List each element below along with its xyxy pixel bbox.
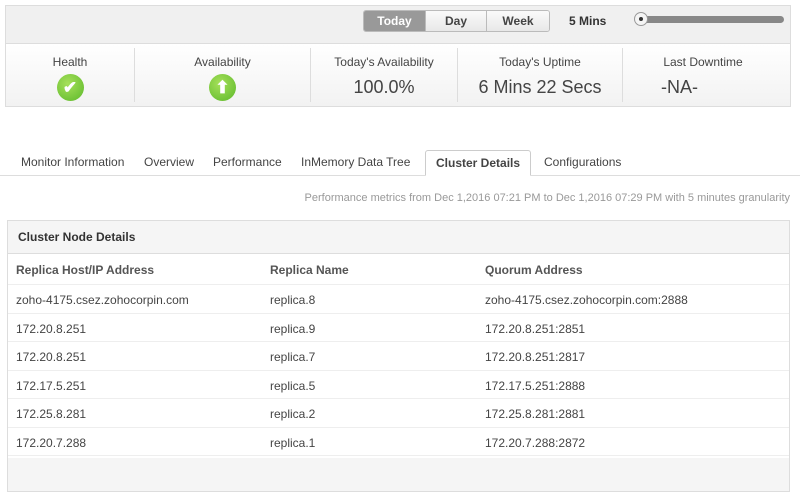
interval-label: 5 Mins	[569, 14, 607, 28]
table-row: 172.20.8.251 replica.9 172.20.8.251:2851	[8, 314, 789, 342]
tab-performance[interactable]: Performance	[213, 155, 282, 169]
table-cell: 172.20.8.251	[16, 321, 87, 336]
column-header: Replica Name	[270, 263, 349, 277]
period-selector: Today Day Week	[363, 10, 550, 32]
today-button[interactable]: Today	[364, 11, 426, 31]
table-cell: 172.20.7.288:2872	[485, 435, 586, 450]
tab-overview[interactable]: Overview	[144, 155, 195, 169]
table-cell: 172.17.5.251:2888	[485, 378, 586, 393]
stat-label: Availability	[194, 55, 251, 69]
column-header: Quorum Address	[485, 263, 583, 277]
summary-bar: Today Day Week 5 Mins Health ✔ Availabil…	[5, 5, 791, 107]
stat-label: Today's Availability	[334, 55, 434, 69]
stat-value: 6 Mins 22 Secs	[478, 77, 602, 97]
table-row: 172.25.8.281 replica.2 172.25.8.281:2881	[8, 399, 789, 428]
table-cell: replica.7	[270, 350, 316, 364]
table-cell: replica.5	[270, 378, 316, 393]
table-cell: zoho-4175.csez.zohocorpin.com:2888	[485, 293, 688, 307]
stat-health: Health ✔	[6, 48, 135, 102]
cluster-table: Replica Host/IP Address Replica Name Quo…	[8, 254, 789, 458]
table-cell: replica.2	[270, 407, 316, 421]
table-cell: 172.17.5.251	[16, 378, 87, 393]
table-row: 172.20.7.288 replica.1 172.20.7.288:2872	[8, 428, 789, 456]
metrics-note: Performance metrics from Dec 1,2016 07:2…	[304, 192, 790, 204]
arrow-up-circle-icon: ⬆	[209, 74, 236, 101]
stat-todays-uptime: Today's Uptime 6 Mins 22 Secs	[458, 48, 623, 102]
stat-label: Last Downtime	[663, 55, 743, 69]
day-button[interactable]: Day	[426, 11, 487, 31]
table-cell: 172.25.8.281	[16, 407, 87, 421]
column-header: Replica Host/IP Address	[16, 263, 155, 277]
table-cell: replica.1	[270, 435, 316, 450]
stat-todays-availability: Today's Availability 100.0%	[311, 48, 458, 102]
tab-cluster-details[interactable]: Cluster Details	[425, 150, 532, 176]
table-cell: 172.25.8.281:2881	[485, 407, 586, 421]
stat-value: -NA-	[661, 77, 698, 97]
table-cell: replica.9	[270, 321, 316, 336]
interval-slider[interactable]	[634, 12, 784, 26]
table-header: Replica Host/IP Address Replica Name Quo…	[8, 254, 789, 285]
stats-row: Health ✔ Availability ⬆ Today's Availabi…	[6, 43, 790, 106]
cluster-node-details-panel: Cluster Node Details Replica Host/IP Add…	[7, 220, 790, 492]
tab-bar: Monitor Information Overview Performance…	[0, 150, 800, 176]
stat-label: Health	[52, 55, 88, 69]
table-cell: 172.20.8.251	[16, 350, 87, 364]
table-row: 172.20.8.251 replica.7 172.20.8.251:2817	[8, 342, 789, 371]
stat-last-downtime: Last Downtime -NA-	[623, 48, 783, 102]
table-cell: 172.20.8.251:2851	[485, 321, 586, 336]
table-cell: 172.20.8.251:2817	[485, 350, 586, 364]
table-cell: replica.8	[270, 293, 316, 307]
panel-title: Cluster Node Details	[8, 221, 789, 254]
slider-handle[interactable]	[634, 12, 648, 26]
week-button[interactable]: Week	[487, 11, 549, 31]
tab-inmemory-data-tree[interactable]: InMemory Data Tree	[301, 155, 411, 169]
stat-value: 100.0%	[353, 77, 415, 97]
tab-monitor-information[interactable]: Monitor Information	[21, 155, 125, 169]
table-cell: 172.20.7.288	[16, 435, 87, 450]
table-cell: zoho-4175.csez.zohocorpin.com	[16, 293, 189, 307]
table-row: 172.17.5.251 replica.5 172.17.5.251:2888	[8, 371, 789, 399]
stat-availability: Availability ⬆	[135, 48, 311, 102]
stat-label: Today's Uptime	[499, 55, 581, 69]
check-circle-icon: ✔	[56, 74, 84, 101]
table-row: zoho-4175.csez.zohocorpin.com replica.8 zo…	[8, 285, 789, 314]
tab-configurations[interactable]: Configurations	[544, 155, 622, 169]
